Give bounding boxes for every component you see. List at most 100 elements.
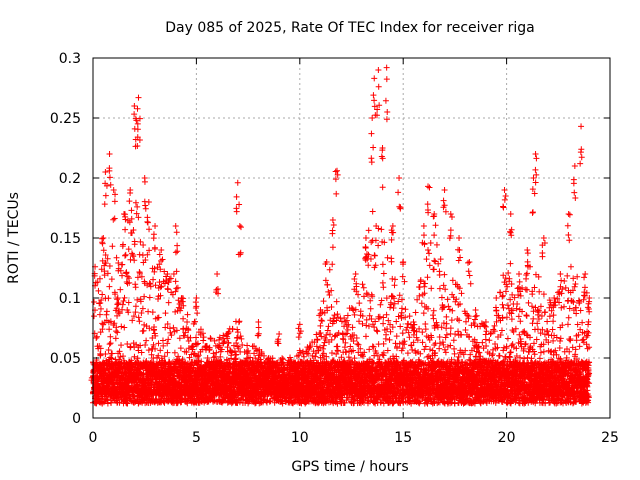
data-point bbox=[90, 298, 97, 305]
data-point bbox=[162, 310, 169, 317]
data-point bbox=[162, 324, 169, 331]
data-points bbox=[88, 64, 593, 407]
data-point bbox=[175, 353, 182, 360]
data-point bbox=[231, 348, 238, 355]
data-point bbox=[146, 280, 153, 287]
data-point bbox=[113, 254, 120, 261]
data-point bbox=[124, 400, 131, 407]
data-point bbox=[325, 323, 332, 330]
data-point bbox=[125, 309, 132, 316]
data-point bbox=[130, 253, 137, 260]
data-point bbox=[234, 329, 241, 336]
data-point bbox=[236, 318, 243, 325]
data-point bbox=[317, 329, 324, 336]
data-point bbox=[152, 332, 159, 339]
data-point bbox=[165, 299, 172, 306]
data-point bbox=[99, 326, 106, 333]
data-point bbox=[360, 284, 367, 291]
data-point bbox=[145, 347, 152, 354]
data-point bbox=[234, 334, 241, 341]
data-point bbox=[356, 300, 363, 307]
data-point bbox=[329, 261, 336, 268]
data-point bbox=[132, 199, 139, 206]
data-point bbox=[113, 324, 120, 331]
data-point bbox=[155, 340, 162, 347]
data-point bbox=[300, 353, 307, 360]
data-point bbox=[365, 262, 372, 269]
data-point bbox=[93, 334, 100, 341]
data-point bbox=[173, 285, 180, 292]
data-point bbox=[116, 310, 123, 317]
data-point bbox=[144, 251, 151, 258]
data-point bbox=[112, 335, 119, 342]
data-point bbox=[161, 268, 168, 275]
data-point bbox=[146, 294, 153, 301]
data-point bbox=[118, 323, 125, 330]
data-point bbox=[117, 353, 124, 360]
data-point bbox=[174, 284, 181, 291]
data-point bbox=[107, 340, 114, 347]
data-point bbox=[104, 400, 111, 407]
data-point bbox=[128, 250, 135, 257]
data-point bbox=[109, 350, 116, 357]
data-point bbox=[125, 246, 132, 253]
data-point bbox=[111, 320, 118, 327]
data-point bbox=[138, 349, 145, 356]
data-point bbox=[135, 314, 142, 321]
data-point bbox=[134, 296, 141, 303]
data-point bbox=[99, 291, 106, 298]
data-point bbox=[124, 341, 131, 348]
data-point bbox=[192, 334, 199, 341]
data-point bbox=[160, 342, 167, 349]
data-point bbox=[134, 203, 141, 210]
data-point bbox=[132, 303, 139, 310]
data-point bbox=[360, 293, 367, 300]
data-point bbox=[234, 326, 241, 333]
data-point bbox=[136, 318, 143, 325]
data-point bbox=[345, 354, 352, 361]
data-point bbox=[90, 313, 97, 320]
data-point bbox=[148, 351, 155, 358]
data-point bbox=[180, 315, 187, 322]
data-point bbox=[363, 316, 370, 323]
data-point bbox=[104, 270, 111, 277]
data-point bbox=[172, 278, 179, 285]
data-point bbox=[367, 305, 374, 312]
data-point bbox=[347, 343, 354, 350]
data-point bbox=[127, 343, 134, 350]
data-point bbox=[96, 300, 103, 307]
data-point bbox=[147, 283, 154, 290]
data-point bbox=[156, 279, 163, 286]
data-point bbox=[96, 311, 103, 318]
data-point bbox=[150, 276, 157, 283]
data-point bbox=[97, 300, 104, 307]
data-point bbox=[152, 282, 159, 289]
data-point bbox=[155, 352, 162, 359]
data-point bbox=[119, 261, 126, 268]
data-point bbox=[238, 335, 245, 342]
data-point bbox=[134, 355, 141, 362]
data-point bbox=[104, 255, 111, 262]
data-point bbox=[359, 281, 366, 288]
data-point bbox=[166, 275, 173, 282]
data-point bbox=[167, 275, 174, 282]
data-point bbox=[95, 287, 102, 294]
data-point bbox=[118, 342, 125, 349]
data-point bbox=[157, 347, 164, 354]
data-point bbox=[184, 319, 191, 326]
data-point bbox=[141, 293, 148, 300]
data-point bbox=[136, 270, 143, 277]
data-point bbox=[106, 283, 113, 290]
data-point bbox=[114, 329, 121, 336]
data-point bbox=[106, 263, 113, 270]
data-point bbox=[101, 272, 108, 279]
data-point bbox=[99, 320, 106, 327]
data-point bbox=[119, 272, 126, 279]
data-point bbox=[96, 275, 103, 282]
data-point bbox=[121, 294, 128, 301]
data-point bbox=[119, 306, 126, 313]
data-point bbox=[177, 345, 184, 352]
data-point bbox=[128, 207, 135, 214]
data-point bbox=[165, 336, 172, 343]
